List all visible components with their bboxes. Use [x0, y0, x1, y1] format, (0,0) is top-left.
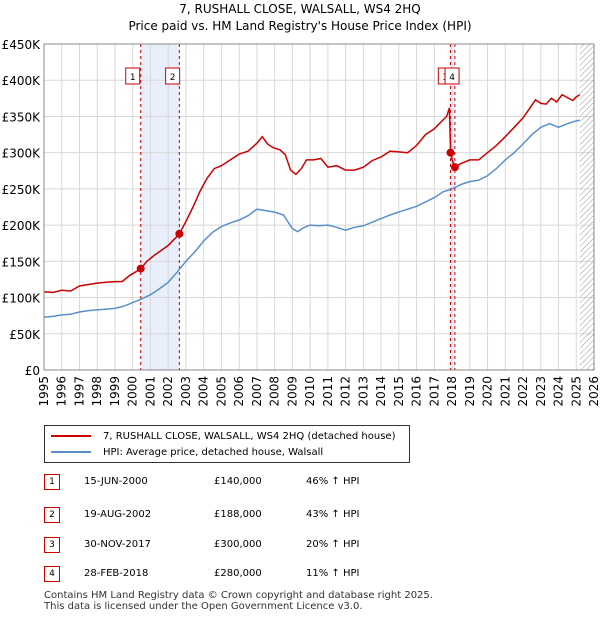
- x-tick-label: 2026: [587, 376, 600, 407]
- y-tick-label: £200K: [2, 219, 42, 233]
- x-tick-label: 2017: [427, 376, 441, 407]
- legend-label-hpi: HPI: Average price, detached house, Wals…: [103, 446, 324, 458]
- chart-subtitle: Price paid vs. HM Land Registry's House …: [128, 19, 471, 33]
- y-tick-label: £0: [25, 364, 40, 378]
- transaction-hpi-change: 46% ↑ HPI: [306, 476, 360, 487]
- transaction-number: 4: [44, 566, 60, 582]
- transaction-number: 3: [44, 537, 60, 553]
- x-tick-label: 2011: [321, 376, 335, 407]
- transaction-label: 2: [170, 73, 176, 83]
- footer-copyright: Contains HM Land Registry data © Crown c…: [44, 590, 433, 601]
- table-row: 2 19-AUG-2002 £188,000 43% ↑ HPI: [44, 507, 384, 523]
- x-tick-label: 2022: [516, 376, 530, 407]
- sale-point: [175, 229, 184, 238]
- legend: 7, RUSHALL CLOSE, WALSALL, WS4 2HQ (deta…: [44, 425, 410, 463]
- sale-point: [136, 264, 145, 273]
- y-tick-label: £100K: [2, 292, 42, 306]
- x-tick-label: 2007: [250, 376, 264, 407]
- x-tick-label: 2013: [356, 376, 370, 407]
- legend-label-property: 7, RUSHALL CLOSE, WALSALL, WS4 2HQ (deta…: [103, 430, 396, 442]
- transaction-date: 28-FEB-2018: [84, 568, 149, 579]
- x-tick-label: 2010: [303, 376, 317, 407]
- transaction-number: 2: [44, 507, 60, 523]
- sale-point: [446, 148, 455, 157]
- transaction-hpi-change: 11% ↑ HPI: [306, 568, 360, 579]
- x-tick-label: 2006: [232, 376, 246, 407]
- sale-period-shading: [140, 44, 180, 370]
- x-tick-label: 1995: [37, 376, 51, 407]
- property-price-line: [43, 93, 581, 294]
- x-tick-label: 2002: [161, 376, 175, 407]
- transaction-price: £280,000: [214, 568, 262, 579]
- y-tick-label: £150K: [2, 255, 42, 269]
- transaction-label-box: [165, 67, 181, 85]
- x-tick-label: 2015: [392, 376, 406, 407]
- transaction-label-box: [444, 67, 460, 85]
- x-tick-label: 2016: [410, 376, 424, 407]
- x-tick-label: 2012: [339, 376, 353, 407]
- x-tick-label: 2019: [463, 376, 477, 407]
- y-tick-label: £350K: [2, 110, 42, 124]
- transaction-price: £300,000: [214, 539, 262, 550]
- x-tick-label: 2021: [498, 376, 512, 407]
- y-tick-label: £300K: [2, 147, 42, 161]
- x-tick-label: 2024: [552, 376, 566, 407]
- footer: Contains HM Land Registry data © Crown c…: [44, 590, 433, 612]
- y-tick-label: £450K: [2, 38, 42, 52]
- transaction-date: 30-NOV-2017: [84, 539, 151, 550]
- legend-swatch-property: [51, 435, 91, 437]
- x-tick-label: 2001: [143, 376, 157, 407]
- chart-title: 7, RUSHALL CLOSE, WALSALL, WS4 2HQ: [179, 2, 421, 16]
- x-tick-label: 2020: [481, 376, 495, 407]
- x-tick-label: 2023: [534, 376, 548, 407]
- plot-frame: [43, 43, 595, 371]
- plot-area: [44, 44, 594, 370]
- transaction-date: 15-JUN-2000: [84, 476, 148, 487]
- transaction-hpi-change: 43% ↑ HPI: [306, 509, 360, 520]
- x-tick-label: 2009: [285, 376, 299, 407]
- transaction-price: £140,000: [214, 476, 262, 487]
- x-tick-label: 2004: [197, 376, 211, 407]
- price-chart: 7, RUSHALL CLOSE, WALSALL, WS4 2HQ Price…: [2, 2, 600, 407]
- y-tick-label: £250K: [2, 183, 42, 197]
- x-tick-label: 2005: [214, 376, 228, 407]
- transaction-label: 1: [130, 73, 136, 83]
- transaction-label-box: [125, 67, 141, 85]
- footer-licence: This data is licensed under the Open Gov…: [44, 601, 363, 612]
- y-tick-label: £50K: [9, 328, 41, 342]
- transaction-label: 4: [449, 73, 455, 83]
- legend-item-property: 7, RUSHALL CLOSE, WALSALL, WS4 2HQ (deta…: [51, 429, 395, 443]
- x-tick-label: 2025: [569, 376, 583, 407]
- x-tick-label: 1997: [72, 376, 86, 407]
- table-row: 1 15-JUN-2000 £140,000 46% ↑ HPI: [44, 474, 384, 490]
- forecast-hatch: [579, 44, 594, 370]
- legend-swatch-hpi: [51, 451, 91, 453]
- x-tick-label: 2018: [445, 376, 459, 407]
- transaction-price: £188,000: [214, 509, 262, 520]
- x-tick-label: 2008: [268, 376, 282, 407]
- sale-point: [450, 163, 459, 172]
- table-row: 3 30-NOV-2017 £300,000 20% ↑ HPI: [44, 537, 384, 553]
- table-row: 4 28-FEB-2018 £280,000 11% ↑ HPI: [44, 566, 384, 582]
- transaction-number: 1: [44, 474, 60, 490]
- sale-period-shading: [450, 44, 455, 370]
- x-tick-label: 1999: [108, 376, 122, 407]
- hpi-line: [43, 119, 580, 318]
- transaction-date: 19-AUG-2002: [84, 509, 152, 520]
- legend-item-hpi: HPI: Average price, detached house, Wals…: [51, 445, 323, 459]
- x-tick-label: 2003: [179, 376, 193, 407]
- x-tick-label: 1996: [55, 376, 69, 407]
- x-tick-label: 2000: [126, 376, 140, 407]
- transaction-hpi-change: 20% ↑ HPI: [306, 539, 360, 550]
- x-tick-label: 1998: [90, 376, 104, 407]
- x-tick-label: 2014: [374, 376, 388, 407]
- y-tick-label: £400K: [2, 74, 42, 88]
